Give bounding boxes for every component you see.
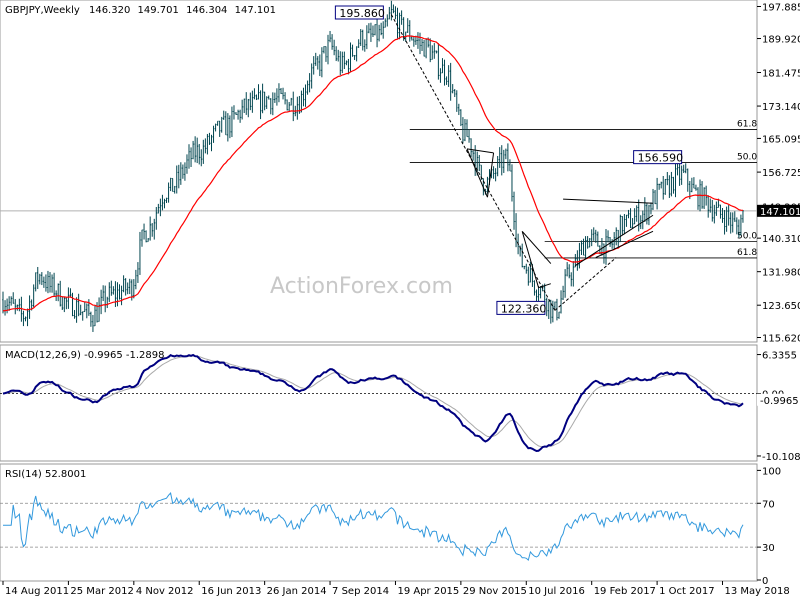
macd-label: MACD(12,26,9) -0.9965 -1.2898 [5,350,165,361]
rsi-tick-label: 70 [762,499,775,510]
macd-line [2,353,744,453]
pattern-line [538,283,551,289]
fib-level-label: 61.8 [737,120,757,130]
trend-dashed-line [390,14,556,311]
rsi-panel-frame [0,463,758,582]
x-tick-label: 29 Nov 2015 [463,586,527,597]
fib-level-label: 50.0 [737,153,757,163]
x-tick-label: 19 Feb 2017 [594,586,656,597]
pattern-line [595,230,654,258]
x-tick-label: 7 Sep 2014 [332,586,389,597]
price-tick-label: 197.885 [762,2,800,13]
macd-tick-label: 6.3355 [762,351,797,362]
rsi-line [3,492,744,562]
x-tick-label: 14 Aug 2011 [5,586,69,597]
pattern-line [466,148,494,154]
swing-label-text: 122.360 [501,302,547,315]
current-price-tag [757,204,800,217]
macd-tick-label: -10.1082 [762,452,800,463]
open-value: 146.320 [89,5,130,16]
fib-level-label: 50.0 [737,232,757,242]
high-value: 149.701 [138,5,179,16]
watermark: ActionForex.com [270,274,453,299]
rsi-tick-label: 100 [762,466,781,477]
pattern-line [466,148,488,198]
close-value: 147.101 [235,5,276,16]
price-tick-label: 181.475 [762,69,800,80]
rsi-layer [0,492,757,562]
fib-level-label: 61.8 [737,248,757,258]
symbol-label: GBPJPY,Weekly [5,5,80,16]
price-tick-label: 140.310 [762,234,800,245]
rsi-tick-label: 0 [762,576,768,587]
current-price-tag-text: 147.101 [760,207,800,218]
price-tick-label: 173.140 [762,102,800,113]
price-layer: 61.8 50.0 50.0 61.8 195.860 122.360 156.590 [0,0,757,332]
x-tick-label: 1 Oct 2017 [659,586,714,597]
price-tick-label: 189.920 [762,35,800,46]
pattern-line [563,198,654,204]
price-header: GBPJPY,Weekly 146.320 149.701 146.304 14… [5,5,276,16]
x-tick-label: 4 Nov 2012 [136,586,194,597]
swing-label-box [496,300,546,315]
swing-label-box [334,5,384,20]
trend-dashed-line [554,257,617,311]
price-tick-label: 123.650 [762,301,800,312]
rsi-label: RSI(14) 52.8001 [5,469,86,480]
x-tick-label: 25 Mar 2012 [70,586,133,597]
macd-current-text: -0.9965 [760,396,799,407]
price-panel-frame [0,0,758,343]
pattern-line [575,214,654,266]
price-tick-label: 131.980 [762,268,800,279]
pattern-line [521,231,540,288]
pattern-line [521,231,552,264]
price-tick-label: 115.620 [762,334,800,345]
x-tick-label: 10 Jul 2016 [528,586,585,597]
swing-label-text: 195.860 [339,7,385,20]
macd-layer [0,353,757,453]
x-tick-label: 16 Jun 2013 [201,586,261,597]
rsi-tick-label: 30 [762,543,775,554]
x-tick-label: 26 Jan 2014 [267,586,327,597]
price-tick-label: 156.725 [762,168,800,179]
pattern-line [486,152,495,198]
swing-label-box [633,150,683,165]
x-tick-label: 19 Apr 2015 [397,586,459,597]
low-value: 146.304 [186,5,227,16]
macd-current-tag [757,393,800,406]
x-tick-label: 13 May 2018 [725,586,790,597]
price-tick-label: 165.095 [762,134,800,145]
swing-label-text: 156.590 [638,152,684,165]
